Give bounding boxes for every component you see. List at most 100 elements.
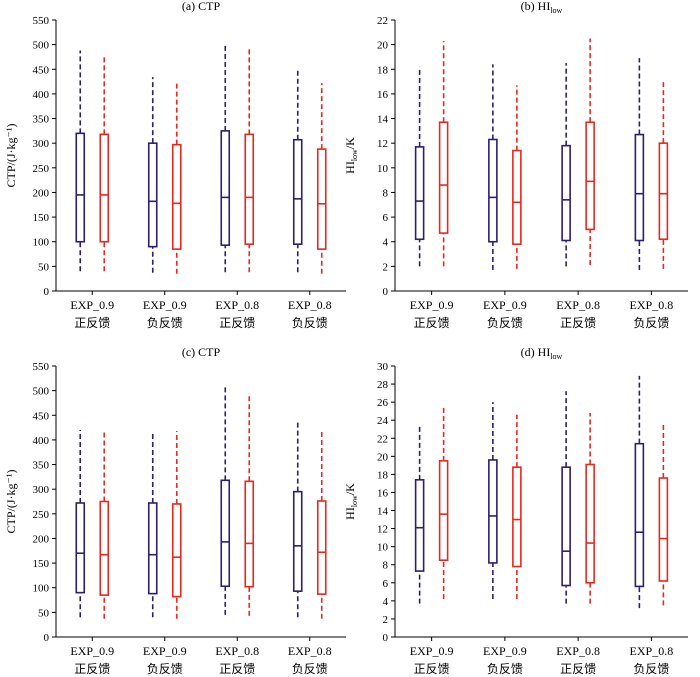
chart-title: (b) HIlow — [521, 0, 563, 15]
box-plot — [438, 405, 449, 600]
y-tick-label: 500 — [33, 386, 50, 398]
chart-title-text: (d) HI — [521, 345, 551, 359]
box-plot — [171, 431, 182, 619]
x-category-label: 负反馈 — [292, 662, 328, 676]
box-iqr — [658, 477, 669, 582]
x-category-label: 正反馈 — [74, 316, 110, 330]
box-iqr — [292, 138, 303, 245]
box-plot — [561, 391, 571, 604]
y-tick-label: 100 — [33, 237, 50, 249]
box-iqr — [316, 500, 327, 595]
x-category-label: 负反馈 — [487, 662, 523, 676]
box-plot — [585, 38, 595, 266]
x-category-label: 正反馈 — [560, 662, 596, 676]
y-tick-label: 150 — [33, 558, 50, 570]
chart-title-text: (c) CTP — [182, 345, 221, 359]
box-iqr — [414, 479, 425, 572]
chart-panel-2: 0 50 100 150 200 250 300 350 400 450 500 550 EXP_0.9… — [4, 345, 346, 676]
x-tick-label: EXP_0.8 — [556, 644, 600, 658]
x-tick-label: EXP_0.9 — [410, 644, 454, 658]
x-tick-label: EXP_0.9 — [483, 644, 527, 658]
box-plot — [244, 47, 255, 273]
box-iqr — [244, 133, 255, 245]
y-tick-label: 0 — [383, 286, 389, 298]
box-iqr — [99, 500, 110, 596]
x-tick-label: EXP_0.9 — [483, 298, 527, 312]
box-plot — [220, 387, 231, 615]
box-plot — [634, 58, 645, 271]
box-iqr — [488, 138, 498, 243]
x-tick-label: EXP_0.9 — [143, 298, 187, 312]
box-plot — [561, 63, 571, 267]
box-plot — [147, 432, 158, 618]
y-axis-label: HIlow/K — [343, 483, 359, 520]
box-plot — [658, 423, 669, 606]
y-tick-label: 12 — [377, 138, 388, 150]
x-tick-label: EXP_0.9 — [143, 644, 187, 658]
y-axis-label-unit: /K — [343, 483, 357, 495]
y-axis-label-main: CTP/(J·kg⁻¹) — [4, 470, 18, 534]
y-tick-label: 10 — [377, 542, 389, 554]
x-category-label: 正反馈 — [414, 662, 450, 676]
box-plot — [75, 50, 86, 272]
x-category-label: 负反馈 — [633, 662, 669, 676]
x-category-label: 负反馈 — [147, 316, 183, 330]
x-tick-label: EXP_0.8 — [215, 298, 259, 312]
box-iqr — [634, 442, 645, 588]
chart-title: (d) HIlow — [521, 345, 563, 361]
x-tick-label: EXP_0.8 — [556, 298, 600, 312]
y-tick-label: 400 — [33, 89, 50, 101]
y-tick-label: 20 — [377, 40, 389, 52]
y-tick-label: 200 — [33, 187, 50, 199]
y-axis-label: HIlow/K — [343, 137, 359, 174]
box-iqr — [147, 502, 158, 595]
y-tick-label: 6 — [383, 212, 389, 224]
box-plot — [512, 85, 522, 269]
x-tick-label: EXP_0.9 — [70, 298, 114, 312]
x-tick-label: EXP_0.8 — [288, 298, 332, 312]
x-category-label: 正反馈 — [219, 316, 255, 330]
chart-title-text: (a) CTP — [182, 0, 221, 13]
y-tick-label: 2 — [383, 261, 389, 273]
y-tick-label: 20 — [377, 451, 389, 463]
box-iqr — [658, 142, 669, 241]
box-plot — [658, 79, 669, 269]
y-axis-label: CTP/(J·kg⁻¹) — [4, 124, 18, 188]
y-axis-label: CTP/(J·kg⁻¹) — [4, 470, 18, 534]
x-category-label: 负反馈 — [292, 316, 328, 330]
box-plot — [634, 375, 645, 609]
y-tick-label: 450 — [33, 410, 50, 422]
x-tick-label: EXP_0.8 — [288, 644, 332, 658]
chart-panel-0: 0 50 100 150 200 250 300 350 400 450 500 550 EXP_0.9… — [4, 0, 346, 330]
box-plot — [512, 414, 522, 600]
box-iqr — [75, 132, 86, 243]
box-plot — [414, 424, 425, 604]
y-tick-label: 450 — [33, 64, 50, 76]
chart-title-text: (b) HI — [521, 0, 551, 13]
x-category-label: 正反馈 — [560, 316, 596, 330]
box-plot — [292, 67, 303, 273]
box-iqr — [561, 144, 571, 242]
y-tick-label: 22 — [377, 433, 388, 445]
box-plot — [75, 430, 86, 618]
box-plot — [585, 412, 595, 604]
y-tick-label: 18 — [377, 469, 389, 481]
y-tick-label: 150 — [33, 212, 50, 224]
box-iqr — [634, 133, 645, 242]
x-tick-label: EXP_0.8 — [215, 644, 259, 658]
box-plot — [99, 431, 110, 619]
x-category-label: 正反馈 — [414, 316, 450, 330]
box-iqr — [512, 149, 522, 245]
y-tick-label: 50 — [38, 607, 50, 619]
y-tick-label: 200 — [33, 533, 50, 545]
box-iqr — [561, 466, 571, 587]
y-tick-label: 16 — [377, 487, 389, 499]
box-iqr — [438, 460, 449, 562]
y-tick-label: 350 — [33, 114, 50, 126]
chart-title: (a) CTP — [182, 0, 221, 13]
y-tick-label: 350 — [33, 460, 50, 472]
box-plot — [147, 77, 158, 273]
y-tick-label: 250 — [33, 509, 50, 521]
box-plot — [488, 64, 498, 271]
box-plot — [414, 66, 425, 267]
